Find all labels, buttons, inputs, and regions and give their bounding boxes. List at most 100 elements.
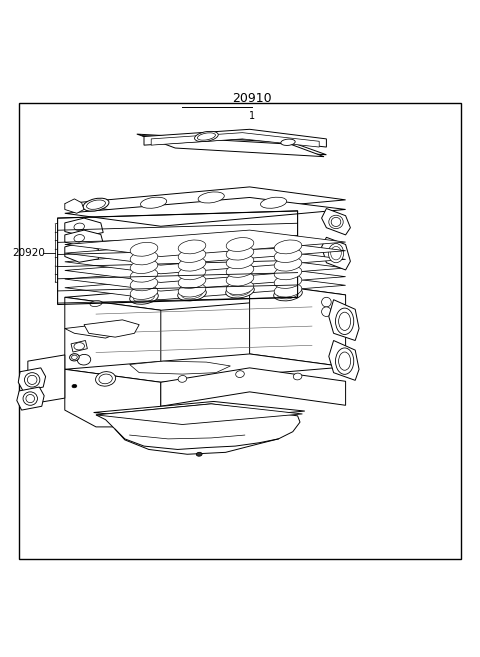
Ellipse shape <box>274 240 302 254</box>
Polygon shape <box>144 129 326 147</box>
Polygon shape <box>130 361 230 374</box>
Ellipse shape <box>178 287 206 301</box>
Polygon shape <box>65 199 84 214</box>
Polygon shape <box>65 354 346 382</box>
Ellipse shape <box>96 372 116 386</box>
Ellipse shape <box>331 217 341 227</box>
Polygon shape <box>84 320 139 337</box>
Ellipse shape <box>226 238 254 252</box>
Ellipse shape <box>26 394 35 403</box>
Ellipse shape <box>274 283 302 297</box>
Polygon shape <box>322 237 350 270</box>
Ellipse shape <box>226 255 254 269</box>
Ellipse shape <box>70 353 79 361</box>
Text: 20910: 20910 <box>232 92 272 105</box>
Polygon shape <box>137 134 326 155</box>
Ellipse shape <box>226 284 254 298</box>
Ellipse shape <box>277 289 299 299</box>
Ellipse shape <box>198 192 224 203</box>
Ellipse shape <box>130 251 158 265</box>
Ellipse shape <box>23 392 37 405</box>
Text: 1: 1 <box>249 110 255 121</box>
Ellipse shape <box>133 292 155 302</box>
Ellipse shape <box>261 197 287 208</box>
Ellipse shape <box>99 374 112 384</box>
Ellipse shape <box>27 375 37 384</box>
Polygon shape <box>96 404 300 449</box>
Ellipse shape <box>197 133 216 140</box>
Polygon shape <box>329 300 359 340</box>
Ellipse shape <box>77 354 91 365</box>
Polygon shape <box>65 238 346 265</box>
Ellipse shape <box>130 268 158 282</box>
Ellipse shape <box>293 373 302 380</box>
Polygon shape <box>65 273 346 300</box>
Polygon shape <box>65 282 346 310</box>
Ellipse shape <box>281 139 295 145</box>
Polygon shape <box>65 265 346 291</box>
Polygon shape <box>65 187 346 217</box>
Polygon shape <box>96 404 302 424</box>
Ellipse shape <box>181 289 203 299</box>
Ellipse shape <box>226 246 254 260</box>
Ellipse shape <box>72 384 77 388</box>
Polygon shape <box>65 324 115 338</box>
Ellipse shape <box>226 263 254 277</box>
Polygon shape <box>71 340 87 352</box>
Ellipse shape <box>331 246 341 260</box>
Ellipse shape <box>141 197 167 208</box>
Ellipse shape <box>226 272 254 286</box>
Ellipse shape <box>86 200 106 210</box>
Ellipse shape <box>322 298 331 307</box>
Ellipse shape <box>178 240 206 254</box>
Polygon shape <box>329 340 359 380</box>
Ellipse shape <box>274 266 302 280</box>
Polygon shape <box>65 230 103 247</box>
Ellipse shape <box>336 348 354 374</box>
Polygon shape <box>322 208 350 235</box>
Ellipse shape <box>339 352 350 371</box>
Polygon shape <box>28 355 65 404</box>
Ellipse shape <box>72 355 77 359</box>
Ellipse shape <box>178 266 206 280</box>
Ellipse shape <box>178 283 206 297</box>
Polygon shape <box>65 230 346 256</box>
Polygon shape <box>65 256 346 283</box>
Ellipse shape <box>339 312 350 330</box>
Polygon shape <box>65 369 161 427</box>
Polygon shape <box>65 298 161 382</box>
Ellipse shape <box>178 248 206 262</box>
Ellipse shape <box>74 235 84 242</box>
Ellipse shape <box>130 277 158 291</box>
Polygon shape <box>94 401 305 422</box>
Ellipse shape <box>274 258 302 271</box>
Ellipse shape <box>274 287 302 301</box>
Ellipse shape <box>274 248 302 262</box>
Ellipse shape <box>130 290 158 304</box>
Ellipse shape <box>236 371 244 378</box>
Ellipse shape <box>329 215 343 229</box>
Polygon shape <box>65 198 346 226</box>
Polygon shape <box>17 387 44 410</box>
Polygon shape <box>65 243 98 262</box>
Ellipse shape <box>90 300 102 307</box>
Polygon shape <box>65 248 346 274</box>
Ellipse shape <box>226 281 254 294</box>
Ellipse shape <box>24 373 40 387</box>
Text: 20920: 20920 <box>12 248 45 258</box>
Ellipse shape <box>328 244 344 263</box>
Ellipse shape <box>178 258 206 271</box>
Ellipse shape <box>74 343 84 350</box>
Ellipse shape <box>178 376 187 382</box>
Ellipse shape <box>229 286 251 296</box>
Ellipse shape <box>130 242 158 256</box>
Polygon shape <box>250 282 346 367</box>
Ellipse shape <box>274 275 302 288</box>
Ellipse shape <box>194 131 218 142</box>
Ellipse shape <box>74 223 84 231</box>
Polygon shape <box>142 135 324 156</box>
Ellipse shape <box>130 286 158 300</box>
Ellipse shape <box>196 452 202 456</box>
Polygon shape <box>151 133 319 147</box>
Ellipse shape <box>130 260 158 273</box>
